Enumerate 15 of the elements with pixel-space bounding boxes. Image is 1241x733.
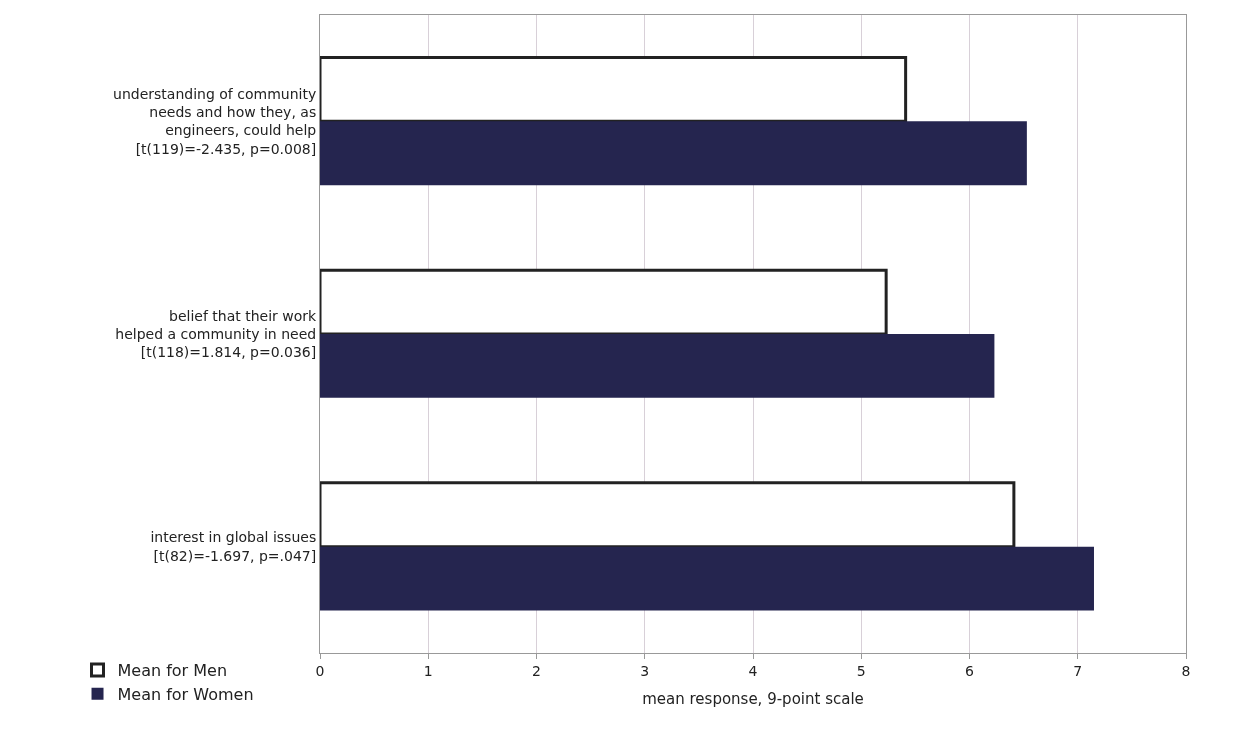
x-tick-label: 1 <box>423 662 433 679</box>
y-tick-label: interest in global issues [t(82)=-1.697, p=.047] <box>150 529 317 564</box>
y-tick-label: understanding of community needs and how they, as engineers, could help [t(119)=-2.435, p=0.008] <box>113 85 317 157</box>
x-tick-label: 7 <box>1073 662 1083 679</box>
legend-label: Mean for Women <box>117 684 254 704</box>
x-tick-label: 8 <box>1181 662 1191 679</box>
x-tick-label: 5 <box>856 662 866 679</box>
y-tick-label: belief that their work helped a community in need [t(118)=1.814, p=0.036] <box>115 307 318 361</box>
x-axis-title: mean response, 9-point scale <box>642 689 864 708</box>
x-tick-label: 3 <box>640 662 650 679</box>
x-tick-label: 6 <box>965 662 975 679</box>
legend-label: Mean for Men <box>117 661 228 681</box>
x-tick-label: 0 <box>315 662 325 679</box>
x-tick-label: 4 <box>748 662 758 679</box>
x-tick-label: 2 <box>532 662 541 679</box>
